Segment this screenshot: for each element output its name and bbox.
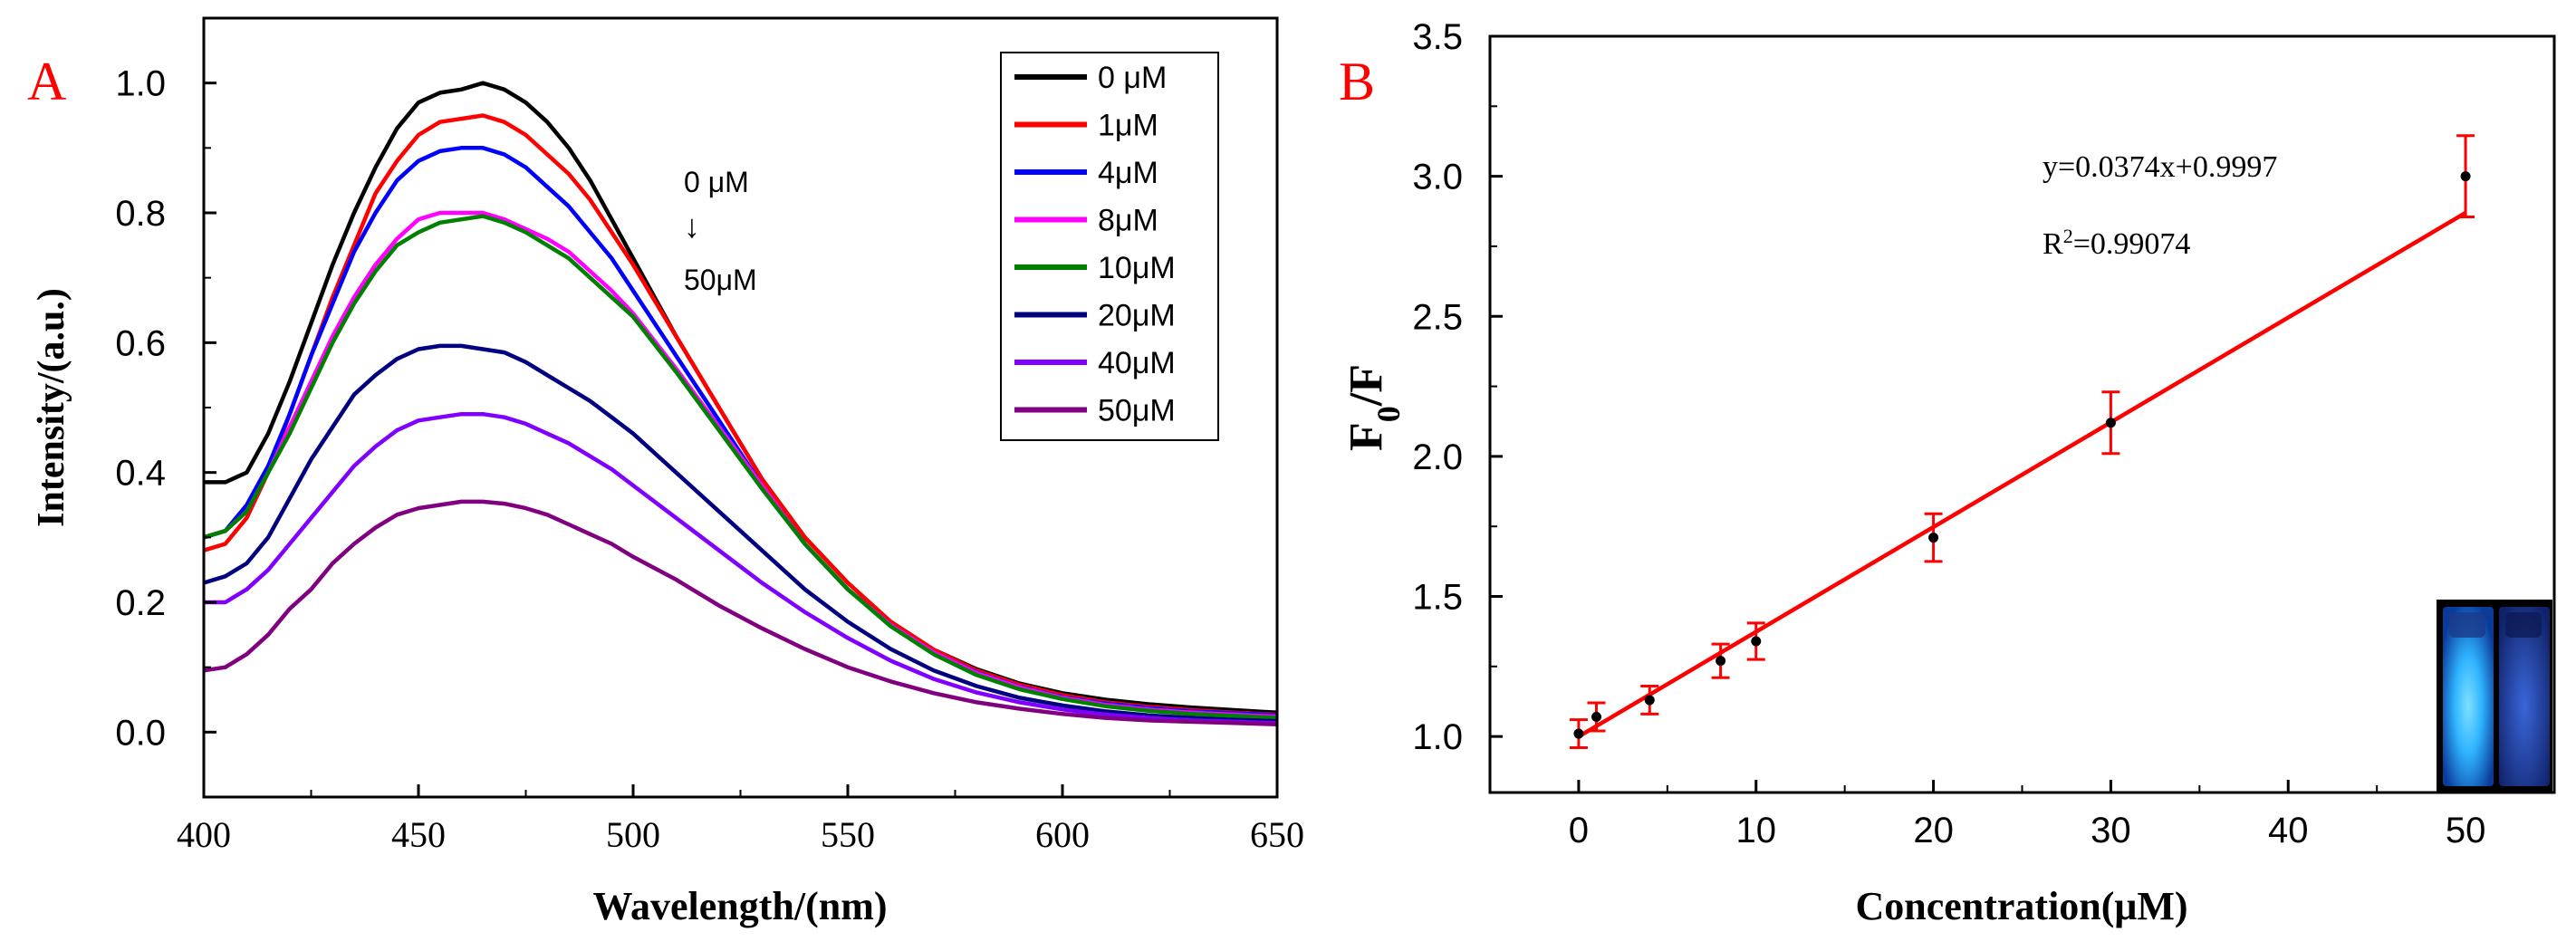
b-x-tick-label-0: 0 [1569, 811, 1589, 850]
data-point-6 [2105, 418, 2116, 428]
b-y-tick-label-5: 3.5 [1412, 17, 1463, 57]
data-point-3 [1716, 656, 1726, 667]
legend-label-3: 8μM [1098, 204, 1158, 238]
a-y-tick-label-1: 0.2 [115, 583, 166, 623]
cuvette-dark-cap [2505, 612, 2542, 638]
b-y-tick-label-1: 1.5 [1412, 578, 1463, 618]
data-point-0 [1573, 728, 1584, 739]
annotation-arrow-icon: ↓ [684, 207, 700, 245]
a-x-tick-label-1: 450 [391, 814, 446, 855]
cuvette-bright-cap [2449, 612, 2485, 638]
panel-a-x-axis-label: Wavelength/(nm) [592, 884, 887, 928]
panel-b-fit-group [1577, 210, 2467, 739]
legend-label-7: 50μM [1098, 394, 1176, 428]
data-point-4 [1751, 636, 1762, 647]
panel-label-b: B [1339, 52, 1375, 111]
cuvette-dark-icon [2499, 607, 2550, 786]
y-label-tail: /F [1341, 364, 1392, 407]
linear-fit-line [1577, 210, 2467, 739]
legend-label-4: 10μM [1098, 251, 1176, 285]
b-x-tick-label-3: 30 [2091, 811, 2131, 850]
legend-label-2: 4μM [1098, 156, 1158, 190]
r-squared-text: R2=0.99074 [2043, 225, 2190, 262]
legend-label-0: 0 μM [1098, 61, 1167, 95]
b-y-tick-label-0: 1.0 [1412, 717, 1463, 757]
panel-b-y-ticks: 1.0 1.5 2.0 2.5 3.0 3.5 [1412, 17, 1503, 757]
b-x-tick-label-4: 40 [2268, 811, 2309, 850]
panel-a-y-ticks: 0.0 0.2 0.4 0.6 0.8 1.0 [115, 17, 216, 798]
spectrum-line-7 [203, 499, 1278, 726]
panel-b-x-ticks: 0 10 20 30 40 50 [1489, 780, 2555, 850]
b-x-tick-label-5: 50 [2446, 811, 2486, 850]
legend-label-5: 20μM [1098, 299, 1176, 333]
y-label-subscript: 0 [1370, 406, 1407, 422]
panel-a-chart: A 400 450 500 550 600 650 0.00.20.40.60.81.0 … [27, 16, 1304, 928]
b-y-tick-label-4: 3.0 [1412, 158, 1463, 197]
data-point-7 [2460, 171, 2471, 182]
panel-b-plot-frame [1488, 34, 2556, 794]
r-squared-sup: 2 [2063, 225, 2073, 247]
a-y-tick-label-0: 0.0 [115, 713, 166, 753]
a-y-tick-label-3: 0.6 [115, 323, 166, 363]
spectrum-line-5 [203, 343, 1278, 724]
fit-equation-text: y=0.0374x+0.9997 [2043, 150, 2277, 184]
y-label-f: F [1341, 422, 1392, 451]
a-x-tick-label-0: 400 [177, 814, 231, 855]
cuvette-bright-icon [2443, 607, 2494, 786]
a-x-tick-label-3: 550 [821, 814, 875, 855]
annotation-bottom-text: 50μM [684, 264, 757, 296]
a-y-tick-label-2: 0.4 [115, 454, 166, 494]
legend-box [1000, 52, 1219, 441]
a-y-tick-label-5: 1.0 [115, 64, 166, 104]
data-point-5 [1928, 533, 1939, 543]
r-squared-value: =0.99074 [2073, 227, 2191, 261]
panel-a-legend: 0 μM 1μM 4μM 8μM 10μM 20μM 40μM 50μM [1000, 52, 1219, 441]
panel-b-chart: B 0 10 20 30 40 50 1.01.52.02.53.03.5 Concent… [1339, 17, 2556, 928]
b-x-tick-label-1: 10 [1736, 811, 1777, 850]
panel-a-y-axis-label: Intensity/(a.u.) [31, 288, 72, 527]
a-x-tick-label-4: 600 [1035, 814, 1090, 855]
a-x-tick-label-2: 500 [606, 814, 660, 855]
spectrum-line-4 [203, 214, 1278, 720]
r-squared-prefix: R [2043, 227, 2063, 261]
annotation-top-text: 0 μM [684, 166, 749, 198]
legend-label-6: 40μM [1098, 346, 1176, 380]
panel-b-x-axis-label: Concentration(μM) [1855, 884, 2187, 928]
a-y-tick-label-4: 0.8 [115, 194, 166, 234]
b-x-tick-label-2: 20 [1913, 811, 1954, 850]
panel-a-series-group [203, 81, 1278, 726]
inset-cuvette-photo [2437, 600, 2552, 792]
b-y-tick-label-3: 2.5 [1412, 297, 1463, 337]
spectrum-line-6 [204, 411, 1278, 725]
panel-a-x-ticks: 400 450 500 550 600 650 [177, 784, 1304, 855]
data-point-1 [1591, 712, 1601, 722]
data-point-2 [1644, 695, 1655, 706]
b-y-tick-label-2: 2.0 [1412, 437, 1463, 477]
panel-b-points-group [1569, 134, 2475, 750]
legend-label-1: 1μM [1098, 109, 1158, 143]
a-x-tick-label-5: 650 [1250, 814, 1304, 855]
panel-b-y-axis-label: F0/F [1341, 364, 1407, 451]
panel-label-a: A [27, 52, 66, 111]
